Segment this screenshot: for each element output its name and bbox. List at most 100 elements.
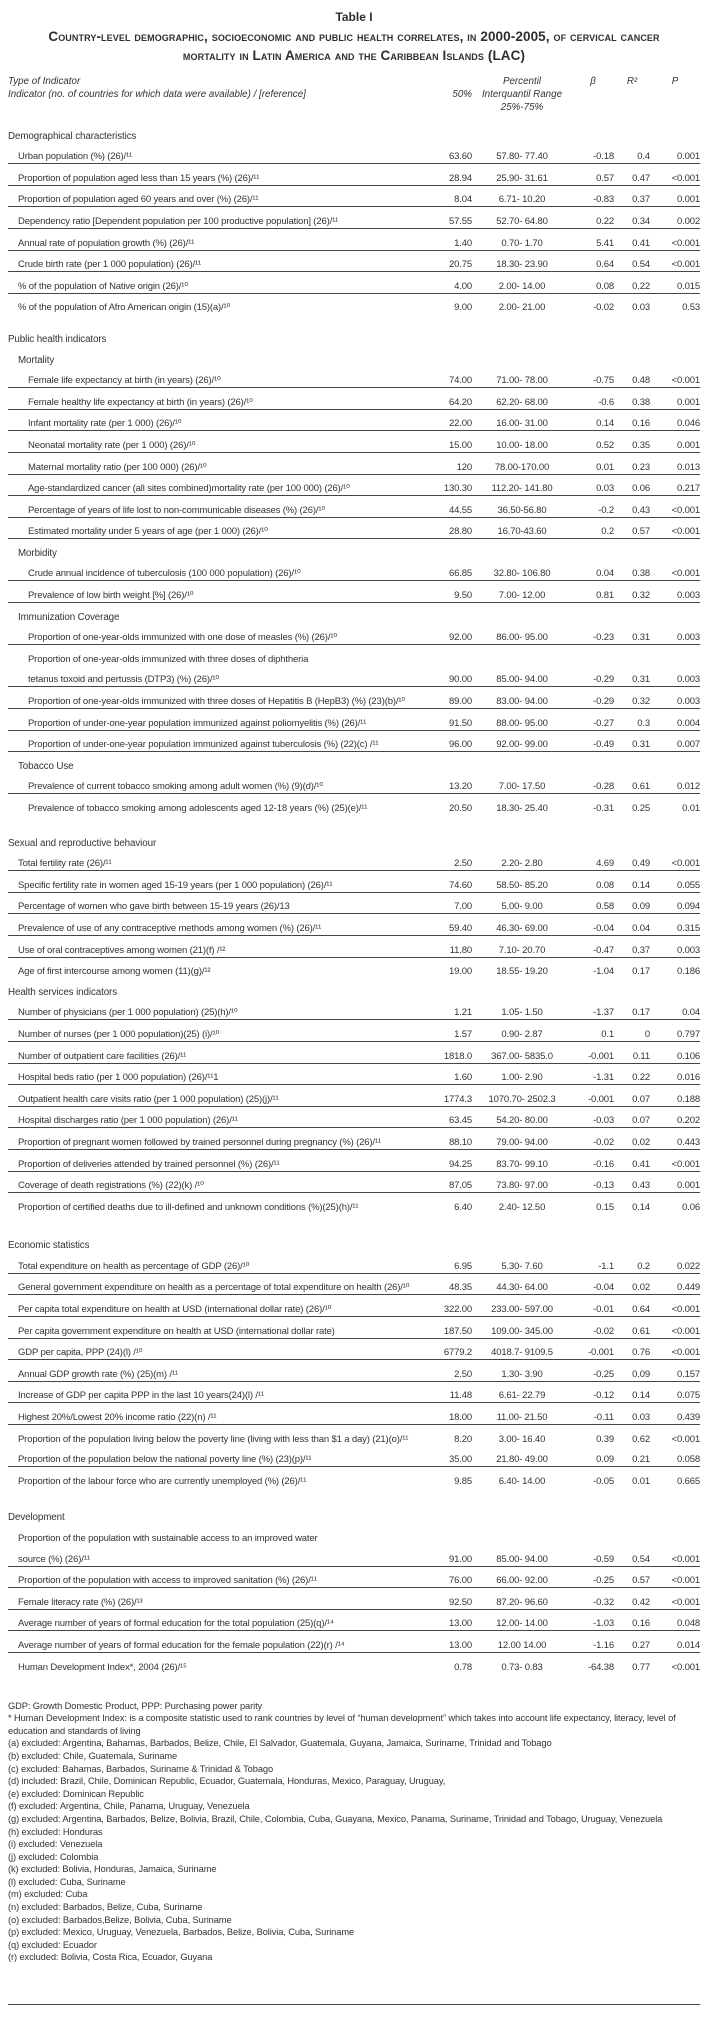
median-value: 322.00 (443, 1304, 472, 1316)
table-row: Increase of GDP per capita PPP in the la… (8, 1382, 700, 1404)
row-label: General government expenditure on health… (18, 1282, 410, 1294)
row-label: Total expenditure on health as percentag… (18, 1260, 250, 1272)
row-label: Age-standardized cancer (all sites combi… (28, 483, 350, 495)
p-value: 0.003 (676, 590, 700, 602)
beta-value: 0.2 (601, 526, 614, 538)
footnote-line: (q) excluded: Ecuador (8, 1939, 97, 1950)
beta-value: 0.57 (596, 172, 614, 184)
r2-value: 0.37 (632, 194, 650, 206)
iqr-value: 6.61- 22.79 (498, 1390, 546, 1402)
r2-value: 0.31 (632, 674, 650, 686)
footnote-line: (b) excluded: Chile, Guatemala, Suriname (8, 1750, 178, 1761)
r2-value: 0.17 (632, 1007, 650, 1019)
median-value: 9.00 (454, 302, 472, 314)
p-value: 0.439 (676, 1412, 700, 1424)
p-value: 0.53 (682, 302, 700, 314)
median-value: 89.00 (448, 696, 472, 708)
section-gap (8, 815, 700, 829)
p-value: <0.001 (671, 1596, 701, 1608)
row-label: Outpatient health care visits ratio (per… (18, 1093, 279, 1105)
r2-value: 0.42 (632, 1596, 650, 1608)
median-value: 28.94 (448, 172, 472, 184)
beta-value: -1.03 (593, 1618, 614, 1630)
beta-value: 0.52 (596, 439, 614, 451)
iqr-value: 54.20- 80.00 (496, 1115, 548, 1127)
r2-value: 0 (644, 1028, 650, 1040)
r2-value: 0.32 (632, 696, 650, 708)
header-percentile-line3: 25%-75% (500, 102, 544, 113)
beta-value: -0.18 (593, 151, 614, 163)
table-row: Proportion of certified deaths due to il… (8, 1193, 700, 1214)
footnote-line: (n) excluded: Barbados, Belize, Cuba, Su… (8, 1902, 203, 1913)
p-value: 0.01 (682, 803, 700, 814)
r2-value: 0.47 (632, 172, 650, 184)
table-row: Female literacy rate (%) (26)/¹³ 92.50 87.… (8, 1588, 700, 1610)
beta-value: 0.15 (596, 1201, 614, 1213)
iqr-value: 16.70-43.60 (497, 526, 547, 538)
table-label: Table I (335, 10, 373, 24)
iqr-value: 1.30- 3.90 (501, 1368, 543, 1380)
iqr-value: 71.00- 78.00 (496, 375, 548, 387)
p-value: 0.015 (676, 280, 700, 292)
p-value: 0.443 (676, 1136, 700, 1148)
median-value: 59.40 (448, 922, 472, 934)
median-value: 11.80 (449, 944, 472, 956)
median-value: 1.21 (454, 1007, 472, 1019)
row-label: source (%) (26)/¹¹ (18, 1553, 90, 1565)
median-value: 28.80 (448, 526, 472, 538)
r2-value: 0.09 (632, 901, 650, 913)
table-row: Age of first intercourse among women (11… (8, 958, 700, 979)
r2-value: 0.25 (632, 803, 650, 814)
median-value: 9.85 (454, 1475, 472, 1487)
footnote-line: (r) excluded: Bolivia, Costa Rica, Ecuad… (8, 1952, 213, 1963)
r2-value: 0.03 (632, 302, 650, 314)
table-row: Human Development Index*, 2004 (26)/¹⁵ 0.… (8, 1653, 700, 1674)
iqr-value: 85.00- 94.00 (496, 674, 548, 686)
p-value: 0.217 (676, 483, 700, 495)
iqr-value: 21.80- 49.00 (496, 1454, 548, 1466)
row-label: Highest 20%/Lowest 20% income ratio (22)… (18, 1412, 217, 1424)
beta-value: -0.32 (593, 1596, 614, 1608)
median-value: 130.30 (443, 483, 472, 495)
row-label: Proportion of the labour force who are c… (18, 1475, 307, 1487)
table-row: Hospital beds ratio (per 1 000 populatio… (8, 1064, 700, 1086)
iqr-value: 52.70- 64.80 (496, 215, 548, 227)
median-value: 6.95 (454, 1260, 472, 1272)
beta-value: 0.58 (596, 901, 614, 913)
r2-value: 0.61 (632, 781, 650, 793)
r2-value: 0.34 (632, 215, 650, 227)
beta-value: -0.16 (593, 1158, 614, 1170)
footnote-line: (j) excluded: Colombia (8, 1851, 99, 1862)
header-percentile-line2: Interquantil Range (481, 89, 563, 100)
p-value: 0.001 (676, 151, 700, 163)
footnote-line: (d) included: Brazil, Chile, Dominican R… (8, 1776, 446, 1787)
table-row: Crude annual incidence of tuberculosis (… (8, 560, 700, 582)
median-value: 15.00 (448, 439, 472, 451)
iqr-value: 7.00- 17.50 (498, 781, 546, 793)
beta-value: -0.02 (593, 1325, 614, 1337)
r2-value: 0.04 (632, 922, 650, 934)
table-row: Proportion of one-year-olds immunized wi… (8, 624, 700, 646)
row-label: Proportion of the population with access… (18, 1575, 317, 1587)
p-value: 0.315 (676, 922, 700, 934)
iqr-value: 46.30- 69.00 (496, 922, 548, 934)
iqr-value: 11.00- 21.50 (496, 1412, 548, 1424)
r2-value: 0.35 (632, 439, 650, 451)
row-label: Hospital discharges ratio (per 1 000 pop… (18, 1115, 238, 1127)
subsection-heading: Morbidity (18, 547, 57, 559)
header-indicator-line1: Type of Indicator (8, 76, 81, 87)
iqr-value: 2.00- 21.00 (498, 302, 546, 314)
page-title: Country-level demographic, socioeconomic… (48, 29, 660, 63)
r2-value: 0.14 (632, 879, 650, 891)
row-label: tetanus toxoid and pertussis (DTP3) (%) … (28, 674, 220, 686)
beta-value: -0.25 (593, 1575, 614, 1587)
section-gap (8, 1214, 700, 1232)
row-label: Annual rate of population growth (%) (26… (18, 237, 195, 249)
iqr-value: 4018.7- 9109.5 (491, 1347, 553, 1359)
r2-value: 0.38 (632, 568, 650, 580)
row-label: % of the population of Native origin (26… (18, 280, 188, 292)
footnote-line: (e) excluded: Dominican Republic (8, 1788, 144, 1799)
row-label: Neonatal mortality rate (per 1 000) (26)… (28, 439, 196, 451)
row-label: Estimated mortality under 5 years of age… (28, 526, 268, 538)
